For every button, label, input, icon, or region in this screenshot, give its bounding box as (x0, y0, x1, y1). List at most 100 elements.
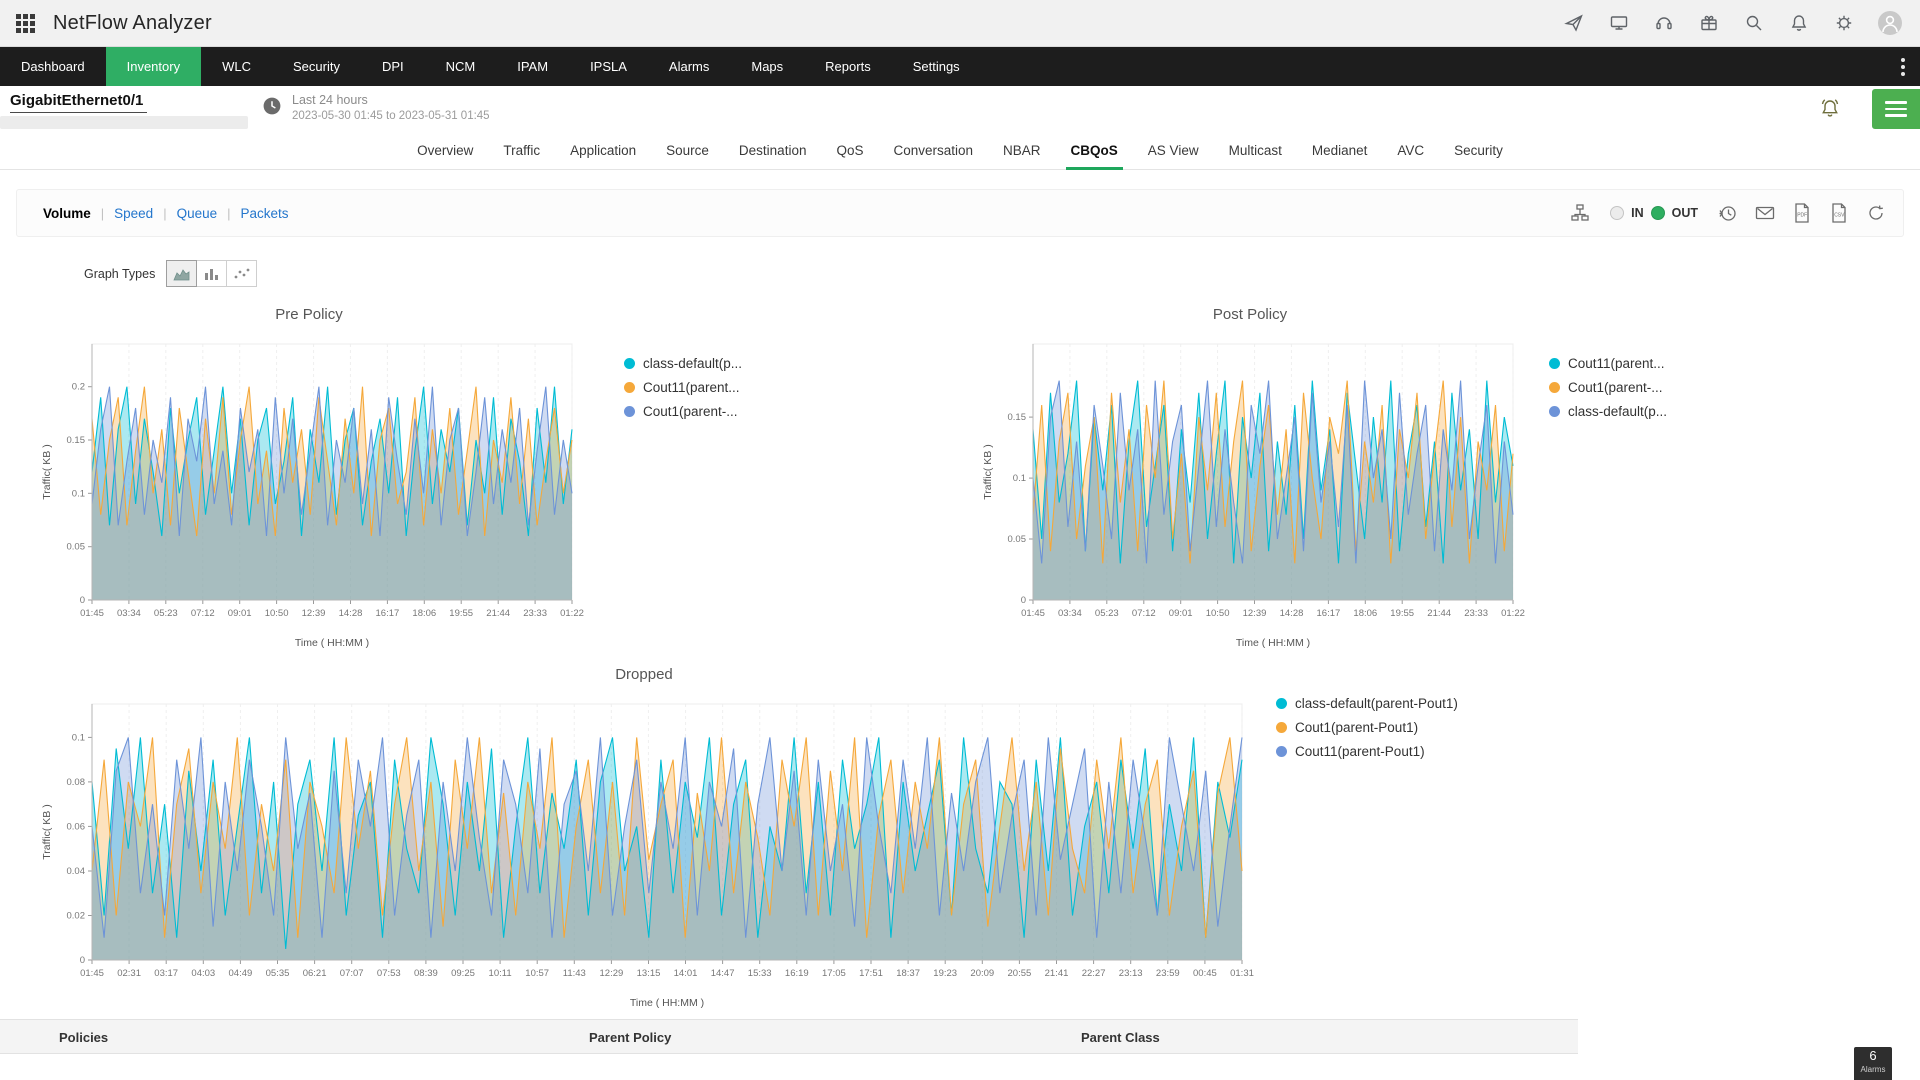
launch-icon[interactable] (1563, 12, 1585, 34)
topbar-actions (1563, 11, 1902, 35)
time-range[interactable]: Last 24 hours 2023-05-30 01:45 to 2023-0… (262, 93, 490, 122)
svg-text:22:27: 22:27 (1082, 968, 1106, 979)
interface-selector[interactable] (0, 116, 248, 129)
nav-item-dashboard[interactable]: Dashboard (0, 47, 106, 86)
metric-separator: | (101, 206, 104, 221)
user-avatar[interactable] (1878, 11, 1902, 35)
direction-out-radio[interactable] (1651, 206, 1665, 220)
pdf-export-icon[interactable]: PDF (1791, 202, 1813, 224)
metric-tab-packets[interactable]: Packets (241, 206, 289, 221)
tab-security[interactable]: Security (1439, 132, 1518, 169)
refresh-icon[interactable] (1865, 202, 1887, 224)
legend-item-cout1-parent-[interactable]: Cout1(parent-... (1549, 380, 1667, 395)
metric-tab-volume[interactable]: Volume (43, 206, 91, 221)
legend-item-cout11-parent-[interactable]: Cout11(parent... (1549, 356, 1667, 371)
email-icon[interactable] (1754, 202, 1776, 224)
pre-policy-legend: class-default(p... Cout11(parent... Cout1(… (624, 356, 742, 652)
graph-type-area-button[interactable] (166, 260, 197, 287)
nav-item-security[interactable]: Security (272, 47, 361, 86)
svg-text:0.1: 0.1 (1013, 473, 1026, 484)
legend-item-cout1-parent-pout1-[interactable]: Cout1(parent-Pout1) (1276, 720, 1458, 735)
tab-qos[interactable]: QoS (821, 132, 878, 169)
metric-tab-speed[interactable]: Speed (114, 206, 153, 221)
tab-multicast[interactable]: Multicast (1214, 132, 1297, 169)
legend-label: class-default(p... (643, 356, 742, 371)
legend-dot (624, 406, 635, 417)
schedule-history-icon[interactable] (1717, 202, 1739, 224)
svg-text:18:06: 18:06 (412, 608, 436, 619)
demo-screen-icon[interactable] (1608, 12, 1630, 34)
svg-text:0.05: 0.05 (67, 542, 86, 553)
post-policy-legend: Cout11(parent... Cout1(parent-... class-de… (1549, 356, 1667, 652)
svg-text:21:44: 21:44 (1427, 608, 1451, 619)
svg-text:0.08: 0.08 (67, 777, 86, 788)
tab-nbar[interactable]: NBAR (988, 132, 1056, 169)
tab-as-view[interactable]: AS View (1133, 132, 1214, 169)
nav-overflow-kebab-icon[interactable] (1886, 47, 1920, 86)
time-range-detail: 2023-05-30 01:45 to 2023-05-31 01:45 (292, 110, 490, 122)
tab-cbqos[interactable]: CBQoS (1056, 132, 1133, 169)
controls-strip: Volume|Speed|Queue|Packets IN OUT PDF CS… (16, 189, 1904, 237)
svg-text:21:44: 21:44 (486, 608, 510, 619)
interface-name[interactable]: GigabitEthernet0/1 (10, 92, 147, 113)
nav-item-ncm[interactable]: NCM (425, 47, 497, 86)
nav-item-ipsla[interactable]: IPSLA (569, 47, 648, 86)
svg-text:16:17: 16:17 (1317, 608, 1341, 619)
legend-item-cout11-parent-pout1-[interactable]: Cout11(parent-Pout1) (1276, 744, 1458, 759)
panel-menu-button[interactable] (1872, 89, 1920, 129)
dropped-plot: 00.020.040.060.080.101:4502:3103:1704:03… (34, 690, 1254, 1012)
svg-text:13:15: 13:15 (637, 968, 661, 979)
tab-destination[interactable]: Destination (724, 132, 822, 169)
tab-avc[interactable]: AVC (1382, 132, 1439, 169)
direction-in-radio[interactable] (1610, 206, 1624, 220)
tab-overview[interactable]: Overview (402, 132, 488, 169)
tab-source[interactable]: Source (651, 132, 724, 169)
interface-alarm-bell-icon[interactable] (1818, 96, 1842, 120)
nav-item-inventory[interactable]: Inventory (106, 47, 201, 86)
tab-application[interactable]: Application (555, 132, 651, 169)
notifications-bell-icon[interactable] (1788, 12, 1810, 34)
direction-in-label[interactable]: IN (1631, 206, 1644, 220)
nav-item-alarms[interactable]: Alarms (648, 47, 730, 86)
svg-text:18:06: 18:06 (1353, 608, 1377, 619)
legend-item-class-default-p-[interactable]: class-default(p... (1549, 404, 1667, 419)
nav-item-settings[interactable]: Settings (892, 47, 981, 86)
tab-traffic[interactable]: Traffic (488, 132, 555, 169)
svg-text:02:31: 02:31 (117, 968, 141, 979)
graph-type-bar-button[interactable] (196, 260, 227, 287)
nav-item-dpi[interactable]: DPI (361, 47, 425, 86)
csv-export-icon[interactable]: CSV (1828, 202, 1850, 224)
nav-item-reports[interactable]: Reports (804, 47, 892, 86)
apps-grid-icon[interactable] (16, 14, 35, 33)
direction-out-label[interactable]: OUT (1672, 206, 1698, 220)
support-headset-icon[interactable] (1653, 12, 1675, 34)
whats-new-gift-icon[interactable] (1698, 12, 1720, 34)
svg-text:15:33: 15:33 (748, 968, 772, 979)
svg-text:23:33: 23:33 (1464, 608, 1488, 619)
controls-icons: IN OUT PDF CSV (1569, 202, 1887, 224)
metric-tab-queue[interactable]: Queue (177, 206, 218, 221)
settings-gear-icon[interactable] (1833, 12, 1855, 34)
legend-item-class-default-parent-pout1-[interactable]: class-default(parent-Pout1) (1276, 696, 1458, 711)
legend-item-cout11-parent-[interactable]: Cout11(parent... (624, 380, 742, 395)
alarms-badge[interactable]: 6 Alarms (1854, 1047, 1892, 1080)
legend-item-cout1-parent-[interactable]: Cout1(parent-... (624, 404, 742, 419)
svg-text:0.15: 0.15 (67, 435, 86, 446)
legend-item-class-default-p-[interactable]: class-default(p... (624, 356, 742, 371)
tab-medianet[interactable]: Medianet (1297, 132, 1383, 169)
svg-text:12:39: 12:39 (1243, 608, 1267, 619)
legend-dot (1276, 746, 1287, 757)
policies-table-header: Policies Parent Policy Parent Class (0, 1019, 1578, 1054)
svg-text:0: 0 (1021, 595, 1026, 606)
graph-type-scatter-button[interactable] (226, 260, 257, 287)
search-icon[interactable] (1743, 12, 1765, 34)
legend-dot (624, 358, 635, 369)
topology-icon[interactable] (1569, 202, 1591, 224)
nav-item-maps[interactable]: Maps (730, 47, 804, 86)
svg-text:12:39: 12:39 (302, 608, 326, 619)
tab-conversation[interactable]: Conversation (878, 132, 988, 169)
nav-item-wlc[interactable]: WLC (201, 47, 272, 86)
nav-item-ipam[interactable]: IPAM (496, 47, 569, 86)
sub-header: GigabitEthernet0/1 Last 24 hours 2023-05… (0, 86, 1920, 132)
svg-text:07:12: 07:12 (191, 608, 215, 619)
